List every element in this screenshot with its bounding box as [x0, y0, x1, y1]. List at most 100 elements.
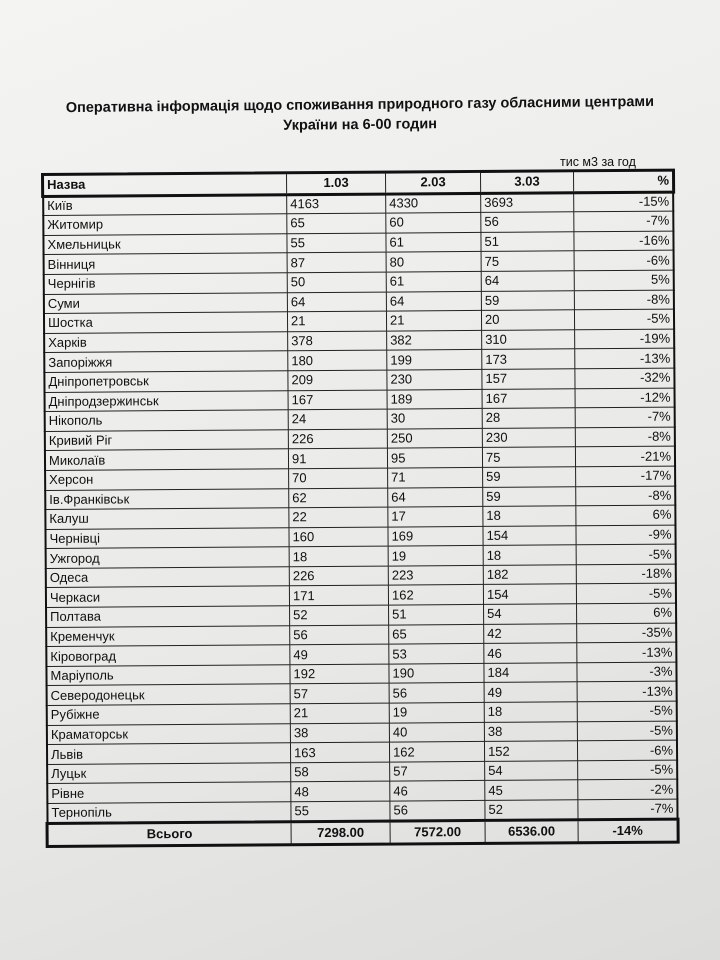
column-header-day-3-03: 3.03 [480, 171, 574, 193]
cell-city: Житомир [43, 213, 287, 236]
cell-day-2-03: 65 [388, 624, 484, 645]
cell-day-1-03: 38 [290, 722, 390, 743]
cell-city: Кіровоград [46, 645, 290, 667]
cell-day-3-03: 38 [484, 721, 578, 742]
cell-day-2-03: 162 [389, 741, 485, 762]
cell-city: Черкаси [45, 586, 290, 608]
cell-day-3-03: 46 [483, 643, 577, 664]
cell-day-1-03: 18 [289, 546, 389, 567]
cell-day-1-03: 4163 [286, 193, 386, 214]
cell-day-3-03: 45 [484, 780, 578, 801]
cell-city: Чернігів [43, 272, 288, 295]
cell-city: Шостка [43, 311, 288, 334]
total-city: Всього [47, 821, 292, 846]
cell-city: Северодонецьк [46, 684, 291, 706]
cell-day-2-03: 17 [387, 506, 483, 527]
cell-city: Ів.Франківськ [45, 488, 289, 510]
cell-percent-change: 5% [574, 270, 674, 291]
cell-day-3-03: 20 [481, 309, 575, 331]
cell-day-2-03: 19 [388, 545, 484, 566]
cell-percent-change: -3% [576, 661, 677, 683]
cell-day-2-03: 30 [387, 408, 483, 429]
cell-city: Херсон [45, 468, 289, 490]
cell-day-2-03: 53 [388, 643, 484, 664]
cell-day-3-03: 51 [480, 231, 575, 252]
cell-day-2-03: 56 [389, 800, 486, 822]
cell-day-3-03: 154 [482, 525, 577, 546]
cell-day-1-03: 21 [287, 311, 387, 332]
cell-city: Дніпропетровськ [44, 370, 289, 393]
cell-day-1-03: 160 [288, 526, 389, 548]
cell-day-3-03: 173 [481, 349, 575, 370]
cell-city: Київ [43, 193, 287, 216]
cell-percent-change: -13% [574, 348, 675, 369]
cell-day-3-03: 3693 [480, 191, 574, 213]
cell-day-2-03: 95 [387, 447, 483, 469]
cell-percent-change: -5% [577, 701, 677, 722]
cell-city: Кривий Ріг [44, 429, 289, 451]
cell-day-1-03: 64 [287, 291, 387, 312]
cell-day-3-03: 18 [483, 545, 577, 566]
cell-day-1-03: 209 [287, 370, 388, 391]
cell-day-1-03: 226 [289, 565, 389, 587]
cell-day-3-03: 64 [481, 270, 575, 291]
cell-day-2-03: 64 [387, 486, 483, 508]
cell-percent-change: -21% [575, 446, 676, 467]
cell-day-1-03: 70 [288, 468, 388, 489]
cell-city: Суми [43, 292, 288, 314]
cell-day-3-03: 28 [482, 407, 576, 429]
cell-day-3-03: 157 [481, 368, 576, 389]
cell-percent-change: -6% [577, 740, 678, 761]
cell-day-2-03: 64 [386, 290, 482, 312]
cell-day-3-03: 18 [482, 505, 576, 527]
cell-city: Маріуполь [46, 664, 291, 686]
cell-city: Чернівці [45, 527, 290, 549]
total-row: Всього 7298.00 7572.00 6536.00 -14% [45, 816, 680, 848]
total-day-3-03: 6536.00 [485, 819, 579, 843]
cell-city: Миколаїв [44, 449, 289, 471]
cell-percent-change: -17% [575, 465, 676, 487]
cell-percent-change: -35% [576, 622, 677, 644]
cell-city: Одеса [45, 566, 290, 588]
cell-day-1-03: 24 [288, 409, 388, 430]
cell-day-1-03: 56 [289, 624, 389, 646]
cell-city: Рівне [47, 782, 291, 804]
cell-day-2-03: 223 [388, 565, 484, 586]
cell-day-3-03: 52 [484, 799, 579, 821]
cell-day-3-03: 182 [483, 564, 577, 585]
cell-day-1-03: 58 [290, 761, 390, 783]
cell-percent-change: 6% [575, 505, 676, 526]
cell-percent-change: -2% [577, 779, 678, 800]
column-header-day-1-03: 1.03 [286, 172, 386, 194]
cell-percent-change: -13% [577, 681, 677, 702]
cell-day-2-03: 4330 [385, 192, 481, 214]
cell-day-2-03: 190 [388, 663, 485, 684]
cell-day-2-03: 230 [386, 369, 483, 390]
cell-city: Харків [44, 331, 288, 353]
total-percent-change: -14% [578, 819, 678, 842]
cell-day-1-03: 378 [287, 330, 387, 352]
cell-percent-change: -9% [575, 524, 676, 546]
cell-day-1-03: 226 [288, 428, 388, 450]
unit-label: тис м3 за год [560, 155, 636, 169]
cell-day-2-03: 80 [386, 251, 482, 273]
cell-percent-change: -7% [573, 211, 674, 232]
cell-city: Луцьк [47, 762, 291, 784]
cell-percent-change: -5% [577, 720, 677, 741]
cell-day-1-03: 62 [288, 487, 388, 508]
cell-percent-change: -6% [574, 250, 674, 271]
cell-percent-change: -18% [576, 563, 676, 585]
cell-day-3-03: 54 [483, 603, 577, 625]
cell-city: Дніпродзержинськ [44, 390, 289, 412]
cell-day-1-03: 50 [287, 272, 387, 293]
cell-percent-change: -8% [575, 426, 675, 448]
cell-city: Львів [46, 742, 291, 765]
cell-day-2-03: 199 [386, 349, 482, 371]
cell-day-2-03: 56 [389, 682, 485, 704]
cell-day-3-03: 54 [484, 760, 578, 781]
cell-day-1-03: 171 [289, 585, 389, 606]
cell-day-2-03: 51 [388, 604, 484, 625]
cell-percent-change: -8% [575, 485, 676, 506]
cell-city: Рубіжне [46, 703, 291, 726]
cell-city: Калуш [45, 507, 289, 530]
